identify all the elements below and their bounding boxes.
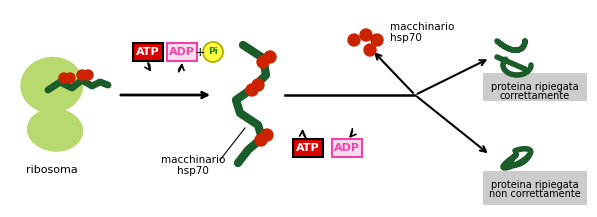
FancyBboxPatch shape <box>293 139 323 157</box>
FancyBboxPatch shape <box>483 73 587 101</box>
Text: ATP: ATP <box>296 143 320 153</box>
FancyBboxPatch shape <box>133 43 163 61</box>
Text: +: + <box>195 46 205 59</box>
Circle shape <box>83 70 93 80</box>
Text: ATP: ATP <box>136 47 160 57</box>
Circle shape <box>77 70 87 80</box>
FancyBboxPatch shape <box>332 139 362 157</box>
Text: macchinario: macchinario <box>161 155 225 165</box>
Text: ADP: ADP <box>334 143 360 153</box>
Text: hsp70: hsp70 <box>390 33 422 43</box>
Circle shape <box>59 73 69 83</box>
Text: macchinario: macchinario <box>390 22 454 32</box>
Ellipse shape <box>27 109 82 151</box>
Circle shape <box>261 129 273 141</box>
Text: proteina ripiegata: proteina ripiegata <box>491 180 579 190</box>
Ellipse shape <box>21 58 83 113</box>
Circle shape <box>252 79 264 91</box>
Text: correttamente: correttamente <box>500 91 570 101</box>
Circle shape <box>264 51 276 63</box>
Text: ribosoma: ribosoma <box>26 165 78 175</box>
Text: proteina ripiegata: proteina ripiegata <box>491 82 579 92</box>
Circle shape <box>360 29 372 41</box>
FancyBboxPatch shape <box>167 43 197 61</box>
Text: non correttamente: non correttamente <box>489 189 581 199</box>
Text: hsp70: hsp70 <box>177 166 209 176</box>
Circle shape <box>246 84 258 96</box>
Circle shape <box>255 134 267 146</box>
Circle shape <box>65 73 75 83</box>
Circle shape <box>348 34 360 46</box>
Circle shape <box>371 34 383 46</box>
Text: Pi: Pi <box>208 48 218 56</box>
Circle shape <box>364 44 376 56</box>
FancyBboxPatch shape <box>483 171 587 205</box>
Circle shape <box>203 42 223 62</box>
Circle shape <box>257 56 269 68</box>
Text: ADP: ADP <box>169 47 195 57</box>
